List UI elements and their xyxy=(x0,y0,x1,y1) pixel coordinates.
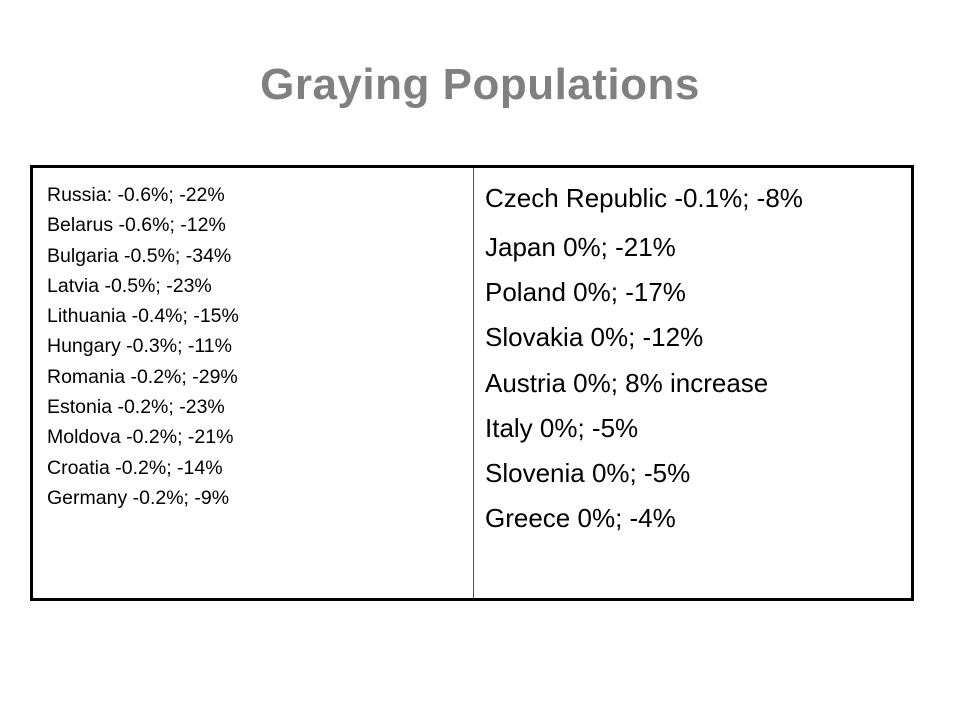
list-item: Russia: -0.6%; -22% xyxy=(47,184,225,206)
list-item: Slovakia 0%; -12% xyxy=(485,322,704,353)
list-item: Bulgaria -0.5%; -34% xyxy=(47,244,232,267)
table-right-column: Czech Republic -0.1%; -8% Japan 0%; -21%… xyxy=(474,168,911,598)
list-item: Romania -0.2%; -29% xyxy=(47,365,238,388)
list-item: Lithuania -0.4%; -15% xyxy=(47,305,239,328)
list-item: Hungary -0.3%; -11% xyxy=(47,335,232,358)
list-item: Slovenia 0%; -5% xyxy=(485,458,691,489)
list-item: Italy 0%; -5% xyxy=(485,412,639,443)
left-country-list: Russia: -0.6%; -22% Belarus -0.6%; -12% … xyxy=(47,180,473,513)
list-item: Austria 0%; 8% increase xyxy=(485,367,769,398)
list-item: Estonia -0.2%; -23% xyxy=(47,396,225,419)
list-item: Greece 0%; -4% xyxy=(485,503,676,534)
list-item: Moldova -0.2%; -21% xyxy=(47,426,234,449)
right-country-list: Japan 0%; -21% Poland 0%; -17% Slovakia … xyxy=(485,225,911,541)
list-item: Germany -0.2%; -9% xyxy=(47,486,230,509)
table-left-column: Russia: -0.6%; -22% Belarus -0.6%; -12% … xyxy=(33,168,474,598)
list-item: Poland 0%; -17% xyxy=(485,277,686,308)
population-table: Russia: -0.6%; -22% Belarus -0.6%; -12% … xyxy=(30,165,914,601)
right-first-item: Czech Republic -0.1%; -8% xyxy=(485,183,803,213)
list-item: Belarus -0.6%; -12% xyxy=(47,214,226,237)
list-item: Japan 0%; -21% xyxy=(485,232,676,262)
list-item: Croatia -0.2%; -14% xyxy=(47,456,223,479)
slide-title: Graying Populations xyxy=(260,60,700,109)
list-item: Latvia -0.5%; -23% xyxy=(47,274,212,297)
